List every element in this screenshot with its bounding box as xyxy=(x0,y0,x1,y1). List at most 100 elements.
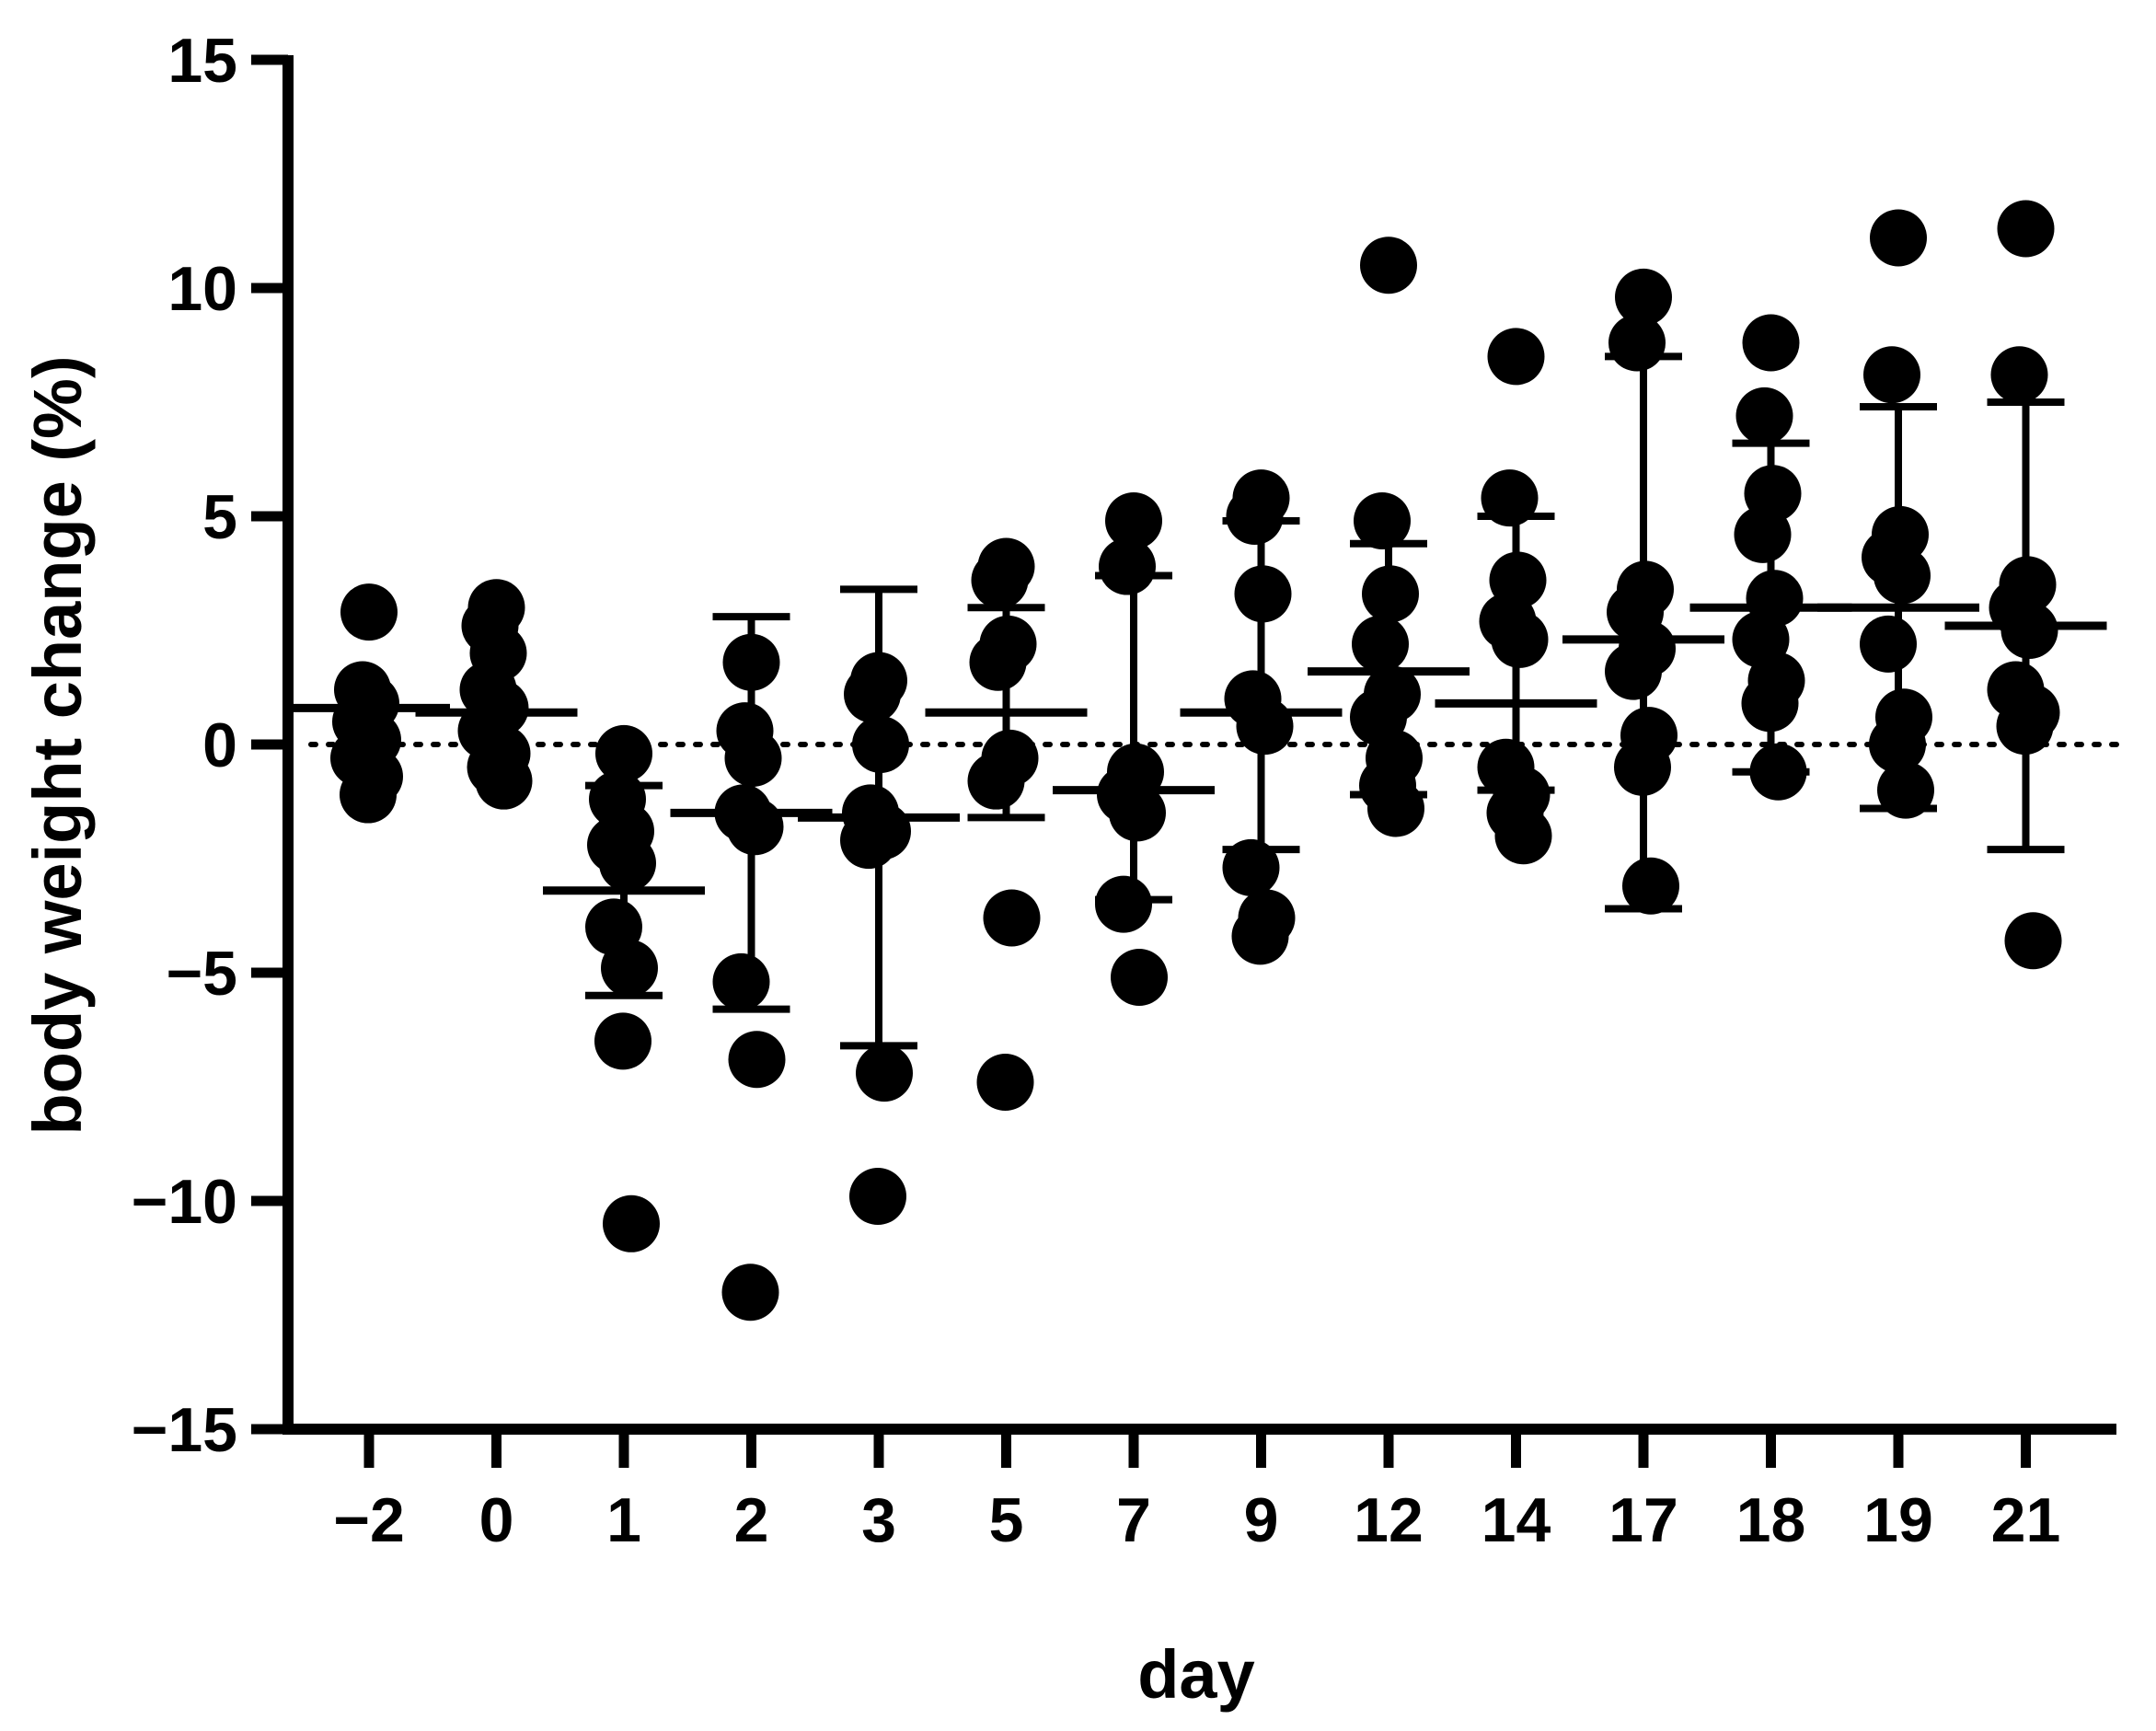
data-point xyxy=(1105,491,1162,549)
data-point xyxy=(2004,912,2062,970)
data-point xyxy=(1870,209,1927,267)
day-group xyxy=(1689,314,1852,801)
y-tick-label: −15 xyxy=(132,1395,237,1465)
data-point xyxy=(1605,642,1662,700)
day-group xyxy=(925,537,1088,1112)
data-point xyxy=(1487,328,1545,386)
y-tick-label: 5 xyxy=(202,482,237,552)
data-point xyxy=(1622,857,1679,915)
data-point xyxy=(1615,268,1672,326)
data-point xyxy=(1742,314,1800,372)
y-tick-label: −10 xyxy=(132,1167,237,1237)
data-point xyxy=(969,633,1027,691)
data-point xyxy=(1734,505,1792,563)
data-point xyxy=(1614,738,1671,796)
data-point xyxy=(1099,537,1156,595)
data-point xyxy=(849,1168,906,1226)
data-point xyxy=(1362,565,1419,623)
x-tick-label: 0 xyxy=(479,1485,514,1555)
day-group xyxy=(670,613,833,1321)
day-group xyxy=(1562,268,1724,915)
y-axis-ticks: 15 10 5 0 −5 −10 −15 xyxy=(132,26,288,1465)
data-point xyxy=(967,752,1025,810)
data-point xyxy=(1874,547,1931,605)
day-group xyxy=(1180,469,1343,965)
data-point xyxy=(2000,602,2058,659)
x-tick-label: 18 xyxy=(1736,1485,1806,1555)
data-point xyxy=(599,834,656,892)
data-point xyxy=(603,1194,660,1252)
data-point xyxy=(1860,615,1917,673)
y-tick-label: 15 xyxy=(167,26,237,96)
data-point xyxy=(1354,491,1411,549)
data-point xyxy=(601,940,658,998)
day-group xyxy=(288,583,450,824)
day-group xyxy=(1944,200,2107,970)
x-tick-label: 1 xyxy=(606,1485,641,1555)
x-tick-label: 3 xyxy=(861,1485,896,1555)
x-tick-label: 2 xyxy=(734,1485,769,1555)
data-point xyxy=(1231,907,1289,965)
y-tick-label: 10 xyxy=(167,254,237,324)
day-group xyxy=(415,579,578,810)
data-point xyxy=(1491,610,1549,668)
data-point xyxy=(340,583,398,641)
day-group xyxy=(1308,237,1470,837)
data-point xyxy=(856,1044,913,1102)
x-tick-label: 14 xyxy=(1482,1485,1551,1555)
data-point xyxy=(1997,200,2055,258)
data-point xyxy=(1111,948,1168,1006)
data-point xyxy=(1226,488,1284,545)
data-point xyxy=(1095,875,1152,933)
data-point xyxy=(1608,314,1666,372)
x-tick-label: 19 xyxy=(1863,1485,1933,1555)
data-point xyxy=(1236,698,1294,756)
day-group xyxy=(1817,209,1979,819)
data-point xyxy=(1234,565,1292,623)
y-tick-label: 0 xyxy=(202,710,237,780)
data-point xyxy=(976,1054,1034,1112)
y-axis-title: body weight change (%) xyxy=(19,356,96,1136)
x-tick-label: 17 xyxy=(1608,1485,1678,1555)
data-point xyxy=(1481,469,1539,527)
x-tick-label: 7 xyxy=(1116,1485,1151,1555)
data-point xyxy=(475,752,533,810)
data-point xyxy=(724,729,782,787)
data-point xyxy=(1360,237,1417,294)
data-point xyxy=(1990,346,2048,404)
data-point xyxy=(728,1031,786,1089)
data-point xyxy=(1863,346,1920,404)
data-point xyxy=(1741,675,1799,733)
data-point xyxy=(595,724,652,782)
day-group xyxy=(1053,491,1215,1006)
data-point xyxy=(1869,716,1926,773)
data-point xyxy=(1222,838,1280,896)
data-groups xyxy=(288,200,2107,1321)
x-axis-title: day xyxy=(1137,1636,1255,1713)
data-point xyxy=(844,665,901,723)
day-group xyxy=(1435,328,1597,865)
data-point xyxy=(1367,779,1424,837)
x-tick-label: 9 xyxy=(1244,1485,1279,1555)
x-tick-label: 12 xyxy=(1354,1485,1424,1555)
data-point xyxy=(971,551,1029,609)
data-point xyxy=(1352,615,1409,673)
data-point xyxy=(722,633,780,691)
data-point xyxy=(712,952,770,1010)
data-point xyxy=(1877,761,1934,819)
x-tick-label: 5 xyxy=(989,1485,1024,1555)
data-point xyxy=(983,889,1041,947)
x-tick-label: 21 xyxy=(1991,1485,2061,1555)
data-point xyxy=(852,716,909,773)
data-point xyxy=(1494,807,1552,865)
data-point xyxy=(840,812,897,870)
data-point xyxy=(721,1264,779,1321)
x-tick-label: −2 xyxy=(333,1485,405,1555)
data-point xyxy=(594,1012,651,1070)
x-axis-ticks: −2 0 1 2 3 5 7 9 12 14 17 18 19 21 xyxy=(333,1429,2060,1555)
data-point xyxy=(1749,743,1807,801)
data-point xyxy=(340,766,397,824)
data-point xyxy=(1996,698,2054,756)
day-group xyxy=(798,585,960,1226)
